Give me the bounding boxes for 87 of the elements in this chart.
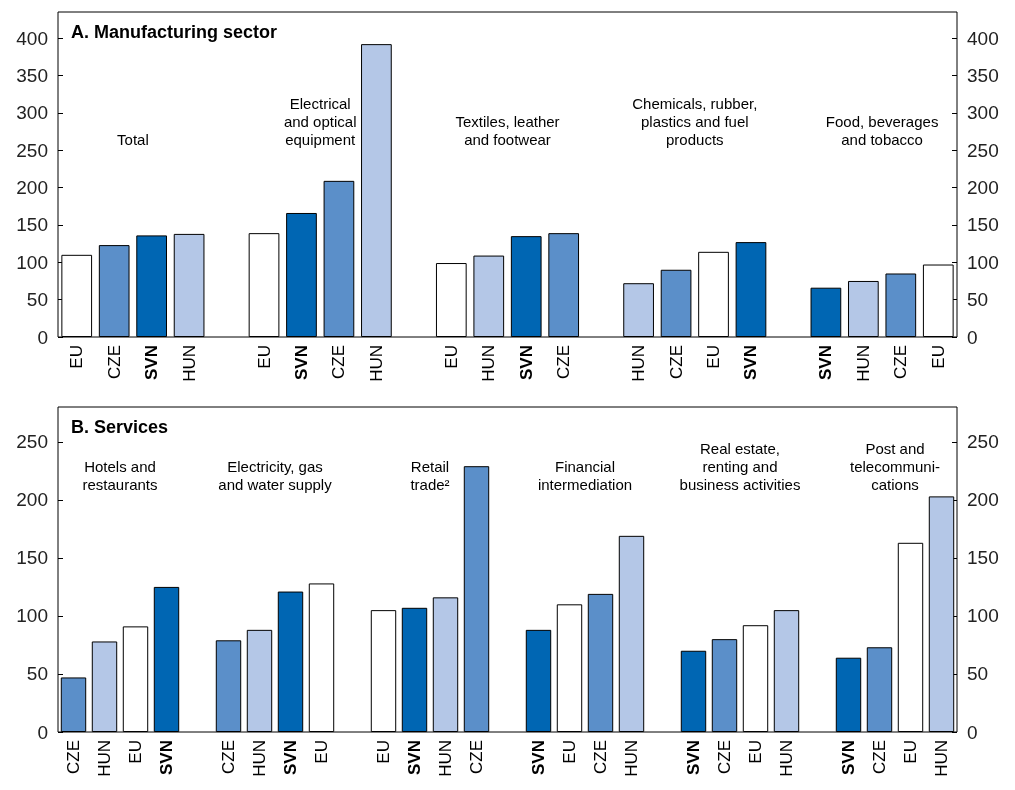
x-tick-label: CZE (64, 740, 83, 774)
y-tick-label: 300 (16, 102, 48, 124)
y2-tick-label: 50 (967, 663, 989, 685)
x-tick-label: HUN (622, 740, 641, 777)
annotation: Total (117, 131, 149, 148)
x-tick-label: EU (67, 345, 87, 369)
y-tick-label: 100 (16, 251, 48, 273)
y-tick-label: 0 (37, 721, 48, 743)
y-tick-label: 350 (16, 65, 48, 87)
y2-tick-label: 250 (967, 431, 999, 453)
annotation: Retail trade² (410, 457, 450, 493)
x-tick-label: SVN (291, 345, 311, 380)
x-tick-label: CZE (666, 345, 686, 379)
y2-tick-label: 0 (967, 326, 978, 348)
x-tick-label: HUN (479, 345, 499, 382)
x-tick-label: CZE (715, 740, 734, 774)
x-tick-label: HUN (250, 740, 269, 777)
annotation: Electricity, gas and water supply (218, 457, 333, 493)
x-tick-label: HUN (179, 345, 199, 382)
x-tick-label: HUN (629, 345, 649, 382)
x-tick-label: EU (441, 345, 461, 369)
x-tick-label: CZE (219, 740, 238, 774)
y-tick-label: 200 (16, 489, 48, 511)
y2-tick-label: 200 (967, 489, 999, 511)
x-tick-label: SVN (741, 345, 761, 380)
x-tick-label: CZE (554, 345, 574, 379)
x-tick-label: CZE (891, 345, 911, 379)
x-tick-label: HUN (853, 345, 873, 382)
x-tick-label: HUN (366, 345, 386, 382)
x-tick-label: CZE (104, 345, 124, 379)
x-tick-label: EU (560, 740, 579, 764)
x-tick-label: CZE (467, 740, 486, 774)
y-tick-label: 50 (26, 289, 48, 311)
y2-tick-label: 350 (967, 65, 999, 87)
x-tick-label: EU (312, 740, 331, 764)
x-tick-label: SVN (157, 740, 176, 775)
annotation: Chemicals, rubber, plastics and fuel products (632, 95, 758, 148)
annotation: Financial intermediation (537, 457, 633, 493)
y-tick-label: 100 (16, 605, 48, 627)
y-tick-label: 150 (16, 547, 48, 569)
x-tick-label: CZE (870, 740, 889, 774)
y-tick-label: 150 (16, 214, 48, 236)
x-tick-label: SVN (405, 740, 424, 775)
x-tick-label: EU (746, 740, 765, 764)
x-tick-label: EU (928, 345, 948, 369)
x-tick-label: SVN (516, 345, 536, 380)
y2-tick-label: 100 (967, 605, 999, 627)
annotation: Real estate, renting and business activities (679, 439, 801, 493)
y-tick-label: 250 (16, 139, 48, 161)
x-tick-label: SVN (281, 740, 300, 775)
annotation: Hotels and restaurants (82, 457, 158, 493)
y-tick-label: 250 (16, 431, 48, 453)
y2-tick-label: 0 (967, 721, 978, 743)
x-tick-label: SVN (142, 345, 162, 380)
y-tick-label: 0 (37, 326, 48, 348)
x-tick-label: SVN (816, 345, 836, 380)
text: A. Manufacturing sector (71, 22, 278, 42)
x-tick-label: HUN (777, 740, 796, 777)
x-tick-label: SVN (684, 740, 703, 775)
x-tick-label: EU (374, 740, 393, 764)
y2-tick-label: 50 (967, 289, 989, 311)
y2-tick-label: 200 (967, 177, 999, 199)
annotation: Textiles, leather and footwear (455, 113, 560, 148)
annotation: Electrical and optical equipment (283, 95, 357, 148)
x-tick-label: EU (901, 740, 920, 764)
y-tick-label: 400 (16, 27, 48, 49)
x-tick-label: HUN (436, 740, 455, 777)
text: B. Services (71, 417, 169, 437)
y2-tick-label: 300 (967, 102, 999, 124)
x-tick-label: EU (254, 345, 274, 369)
x-tick-label: EU (704, 345, 724, 369)
x-tick-label: SVN (529, 740, 548, 775)
y2-tick-label: 150 (967, 547, 999, 569)
x-tick-label: EU (126, 740, 145, 764)
x-tick-label: HUN (95, 740, 114, 777)
x-tick-label: HUN (932, 740, 951, 777)
y2-tick-label: 100 (967, 251, 999, 273)
y-tick-label: 50 (26, 663, 48, 685)
annotation: Food, beverages and tobacco (825, 113, 939, 148)
annotation: Post and telecommuni- cations (849, 439, 941, 493)
y-tick-label: 200 (16, 177, 48, 199)
x-tick-label: CZE (329, 345, 349, 379)
x-tick-label: CZE (591, 740, 610, 774)
x-tick-label: SVN (839, 740, 858, 775)
y2-tick-label: 400 (967, 27, 999, 49)
y2-tick-label: 250 (967, 139, 999, 161)
y2-tick-label: 150 (967, 214, 999, 236)
